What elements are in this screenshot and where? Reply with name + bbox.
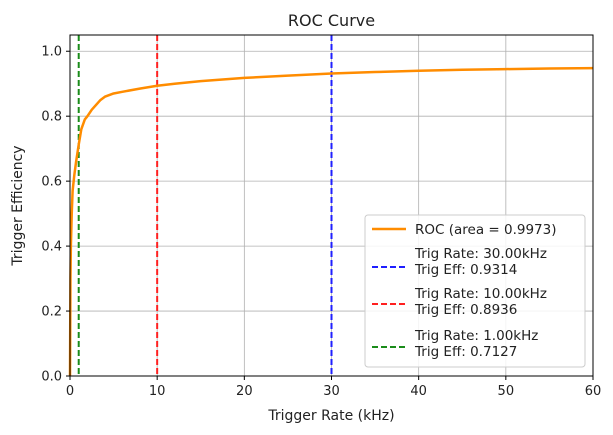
legend: ROC (area = 0.9973) Trig Rate: 30.00kHz … bbox=[364, 214, 586, 368]
axis-ticks: 0 10 20 30 40 50 60 0.0 0.2 0.4 0.6 0.8 1.0 bbox=[41, 45, 601, 399]
y-tick-label: 0.6 bbox=[41, 175, 62, 190]
x-axis-label: Trigger Rate (kHz) bbox=[267, 408, 394, 424]
x-tick-label: 10 bbox=[149, 384, 166, 399]
legend-box bbox=[364, 214, 586, 368]
y-tick-label: 0.4 bbox=[41, 240, 62, 255]
roc-curve bbox=[68, 66, 594, 377]
legend-label-1khz-rate: Trig Rate: 1.00kHz bbox=[414, 328, 538, 344]
y-tick-label: 0.2 bbox=[41, 305, 62, 320]
legend-label-30khz-eff: Trig Eff: 0.9314 bbox=[414, 262, 517, 278]
x-tick-label: 50 bbox=[498, 384, 515, 399]
x-tick-label: 20 bbox=[236, 384, 253, 399]
x-tick-label: 30 bbox=[323, 384, 340, 399]
chart-title: ROC Curve bbox=[288, 11, 375, 30]
legend-label-roc: ROC (area = 0.9973) bbox=[415, 222, 557, 238]
legend-label-10khz-rate: Trig Rate: 10.00kHz bbox=[414, 286, 547, 302]
legend-label-1khz-eff: Trig Eff: 0.7127 bbox=[414, 344, 517, 360]
y-tick-label: 0.8 bbox=[41, 110, 62, 125]
legend-label-10khz-eff: Trig Eff: 0.8936 bbox=[414, 302, 517, 318]
legend-label-30khz-rate: Trig Rate: 30.00kHz bbox=[414, 246, 547, 262]
y-tick-label: 1.0 bbox=[41, 45, 62, 60]
x-tick-label: 0 bbox=[66, 384, 74, 399]
x-tick-label: 40 bbox=[410, 384, 427, 399]
threshold-lines bbox=[77, 35, 333, 376]
y-axis-label: Trigger Efficiency bbox=[10, 145, 26, 266]
x-tick-label: 60 bbox=[585, 384, 602, 399]
y-tick-label: 0.0 bbox=[41, 370, 62, 385]
roc-series bbox=[68, 66, 594, 377]
